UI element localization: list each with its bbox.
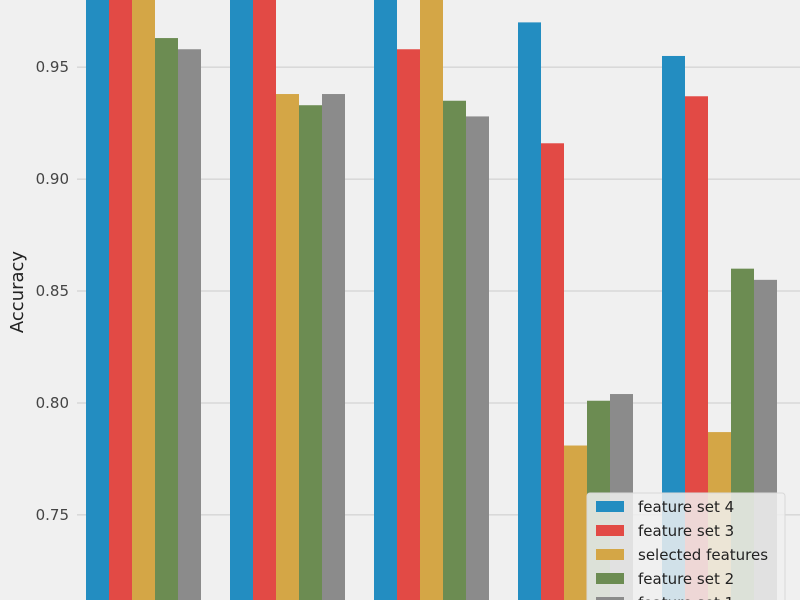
legend-label: feature set 3 <box>638 522 734 540</box>
bar <box>86 0 109 600</box>
bar <box>685 96 708 600</box>
y-tick-label: 0.80 <box>36 394 69 412</box>
bar <box>466 116 489 600</box>
legend-swatch <box>596 597 624 600</box>
bar <box>132 0 155 600</box>
bar <box>662 55 685 600</box>
legend-swatch <box>596 501 624 512</box>
bar <box>518 22 541 600</box>
bar <box>322 94 345 600</box>
bar <box>299 105 322 600</box>
legend-box <box>586 492 786 600</box>
legend-swatch <box>596 549 624 560</box>
bar <box>420 0 443 600</box>
y-axis-label: Accuracy <box>7 251 28 334</box>
y-tick-label: 0.90 <box>36 170 69 188</box>
bar <box>443 100 466 600</box>
bar <box>178 49 201 600</box>
bar <box>564 445 587 600</box>
legend-label: feature set 4 <box>638 498 734 516</box>
legend-label: feature set 2 <box>638 570 734 588</box>
legend-swatch <box>596 525 624 536</box>
bar <box>109 0 132 600</box>
legend-swatch <box>596 573 624 584</box>
y-tick-label: 0.95 <box>36 58 69 76</box>
legend-label: selected features <box>638 546 768 564</box>
bar <box>253 0 276 600</box>
bar <box>276 94 299 600</box>
y-axis-ticks: 0.75 0.80 0.85 0.90 0.95 <box>36 58 69 524</box>
y-tick-label: 0.85 <box>36 282 69 300</box>
bar <box>374 0 397 600</box>
legend: feature set 4 feature set 3 selected featu… <box>586 492 786 600</box>
legend-label: feature set 1 <box>638 594 734 600</box>
bar <box>541 143 564 600</box>
bar <box>155 38 178 600</box>
bar <box>230 0 253 600</box>
bar <box>397 49 420 600</box>
y-tick-label: 0.75 <box>36 506 69 524</box>
